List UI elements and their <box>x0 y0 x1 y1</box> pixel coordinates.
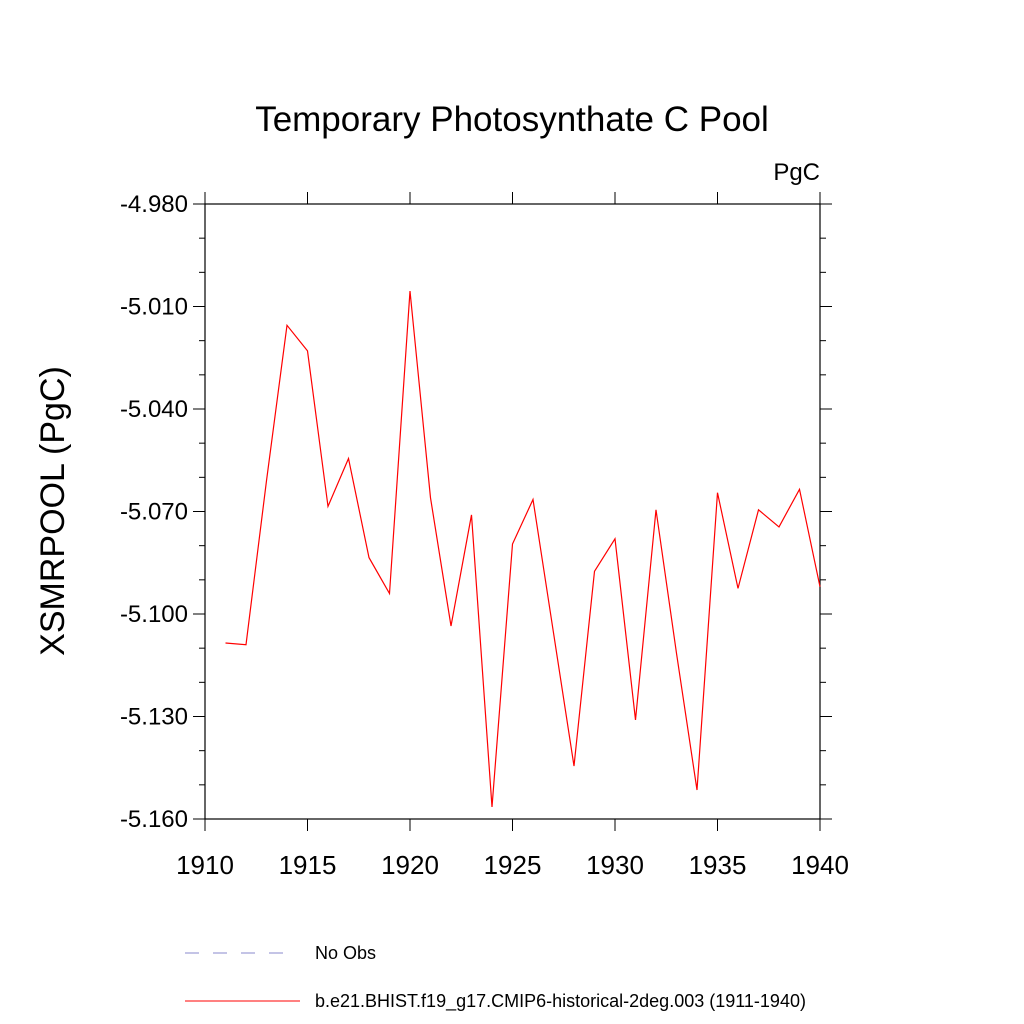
series-layer <box>225 291 821 808</box>
x-tick-label: 1935 <box>689 850 747 880</box>
axis-ticks: -5.160 -5.130 -5.100 -5.070 -5.040 -5.010 -4.9… <box>120 191 849 880</box>
x-tick-label: 1915 <box>279 850 337 880</box>
units-label: PgC <box>773 159 820 186</box>
x-tick-label: 1930 <box>586 850 644 880</box>
legend-label-model-run: b.e21.BHIST.f19_g17.CMIP6-historical-2de… <box>315 991 806 1012</box>
y-axis-label: XSMRPOOL (PgC) <box>34 366 72 656</box>
legend-label-no-obs: No Obs <box>315 943 376 963</box>
y-tick-label: -5.100 <box>120 601 188 628</box>
legend: No Obs b.e21.BHIST.f19_g17.CMIP6-histori… <box>185 943 806 1012</box>
plot-frame <box>204 203 821 820</box>
chart-title: Temporary Photosynthate C Pool <box>255 100 769 139</box>
y-tick-label: -5.160 <box>120 806 188 833</box>
y-tick-label: -5.070 <box>120 499 188 526</box>
y-tick-label: -5.130 <box>120 704 188 731</box>
x-tick-label: 1925 <box>484 850 542 880</box>
y-tick-label: -4.980 <box>120 191 188 218</box>
x-tick-label: 1910 <box>176 850 234 880</box>
y-tick-label: -5.040 <box>120 396 188 423</box>
y-tick-label: -5.010 <box>120 294 188 321</box>
x-tick-label: 1940 <box>791 850 849 880</box>
series-line-0 <box>225 291 821 808</box>
x-tick-label: 1920 <box>381 850 439 880</box>
